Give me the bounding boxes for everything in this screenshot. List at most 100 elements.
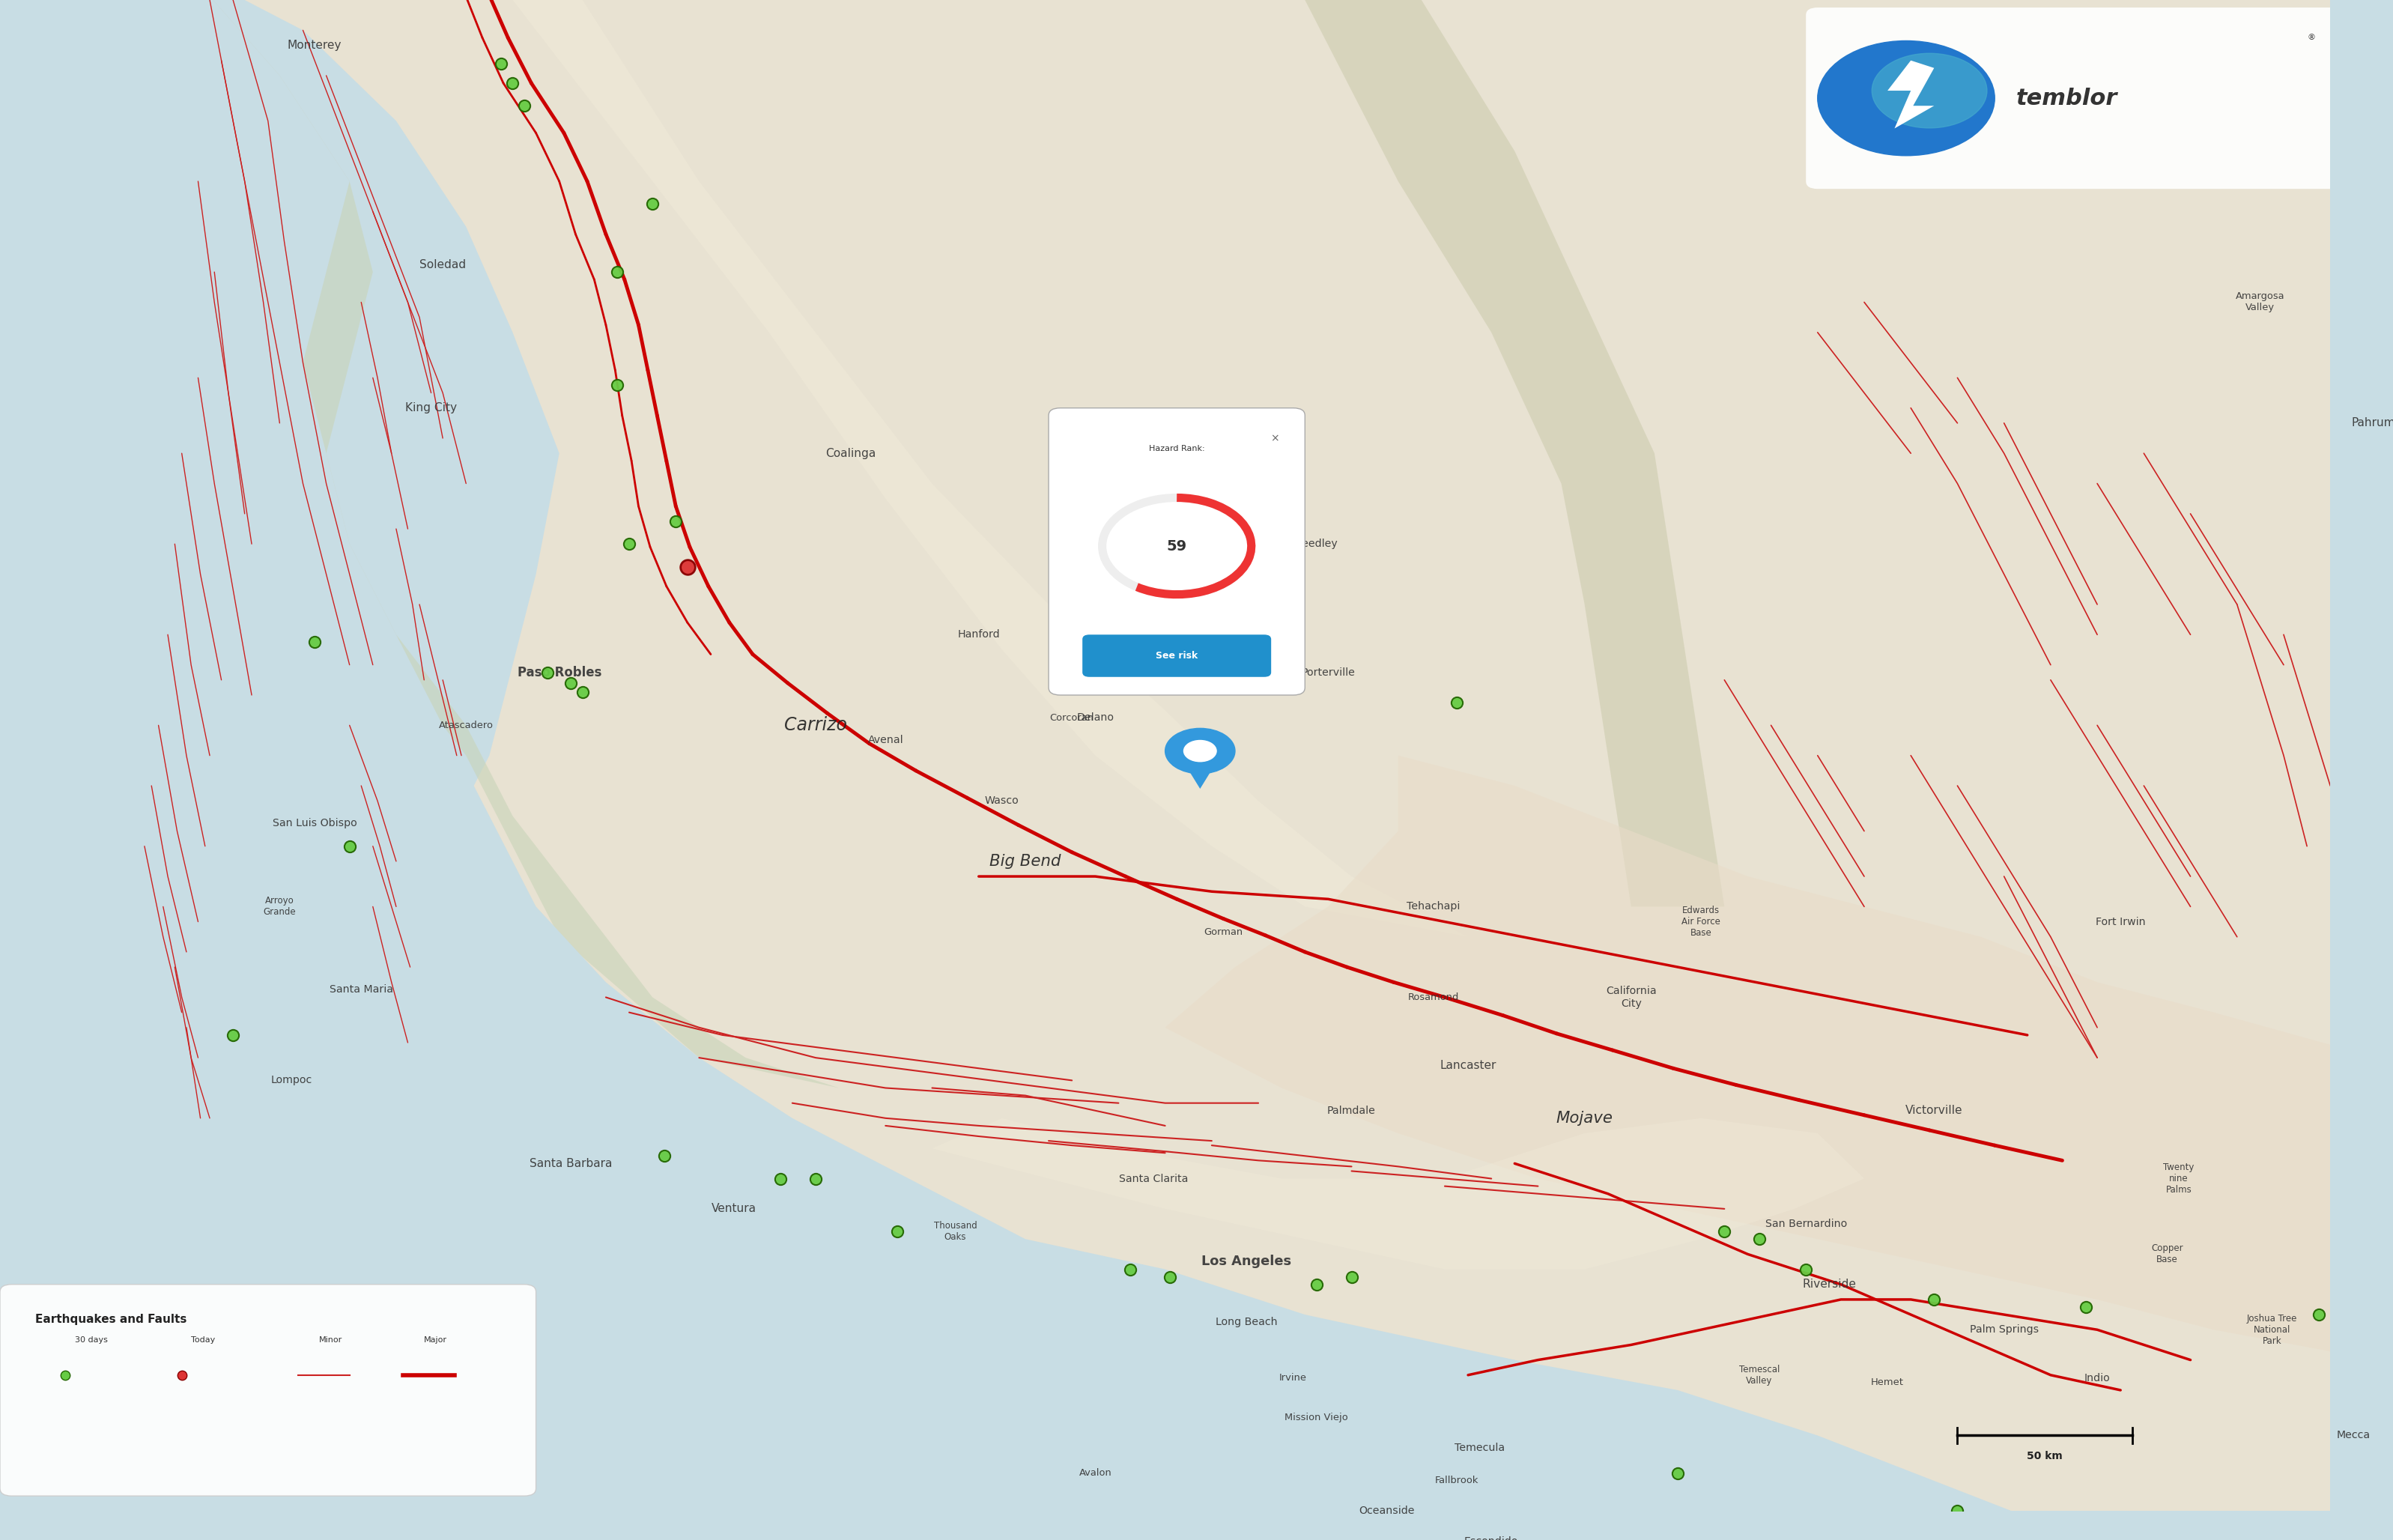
Text: Santa Barbara: Santa Barbara	[529, 1158, 613, 1169]
Text: Hazard Rank:: Hazard Rank:	[1149, 445, 1204, 453]
Polygon shape	[187, 0, 2393, 1540]
Polygon shape	[933, 1118, 1864, 1269]
Point	[761, 1166, 799, 1190]
Text: ×: ×	[1271, 433, 1278, 444]
Text: Copper
Base: Copper Base	[2151, 1244, 2182, 1264]
Text: ®: ®	[2307, 34, 2316, 42]
Text: Oceanside: Oceanside	[1359, 1506, 1414, 1517]
Point	[656, 510, 694, 534]
Text: King City: King City	[404, 402, 457, 414]
Text: Temescal
Valley: Temescal Valley	[1740, 1364, 1780, 1386]
Point	[45, 1363, 84, 1388]
Text: Big Bend: Big Bend	[991, 853, 1060, 869]
Point	[2068, 1295, 2106, 1320]
Text: temblor: temblor	[2015, 88, 2118, 109]
Text: Pahrump: Pahrump	[2352, 417, 2393, 428]
Text: Major: Major	[424, 1337, 447, 1344]
Text: Paso Robles: Paso Robles	[517, 665, 601, 679]
Point	[1333, 1264, 1371, 1289]
Point	[2264, 1529, 2302, 1540]
Point	[1438, 690, 1476, 715]
Point	[529, 661, 567, 685]
FancyBboxPatch shape	[0, 1284, 536, 1495]
Text: Twenty
nine
Palms: Twenty nine Palms	[2163, 1163, 2194, 1195]
Text: Mission Viejo: Mission Viejo	[1285, 1412, 1347, 1423]
Text: San Luis Obispo: San Luis Obispo	[273, 818, 357, 829]
Text: Atascadero: Atascadero	[438, 721, 493, 730]
Point	[2300, 1303, 2338, 1327]
Text: Gorman: Gorman	[1204, 927, 1242, 938]
Text: See risk: See risk	[1156, 651, 1199, 661]
Text: Long Beach: Long Beach	[1216, 1317, 1278, 1327]
Text: Delano: Delano	[1077, 713, 1115, 722]
Text: Rosamond: Rosamond	[1407, 992, 1460, 1003]
Text: Mecca: Mecca	[2336, 1431, 2371, 1441]
Text: 59: 59	[1168, 539, 1187, 553]
Point	[1110, 1257, 1149, 1281]
Text: Avalon: Avalon	[1079, 1469, 1113, 1478]
Text: Reedley: Reedley	[1295, 539, 1338, 550]
Point	[294, 630, 333, 654]
Text: Tulare: Tulare	[1149, 651, 1182, 662]
Point	[493, 71, 531, 95]
Point	[646, 1144, 684, 1169]
Text: Irvine: Irvine	[1280, 1374, 1307, 1383]
Point	[1914, 1287, 1953, 1312]
Text: Today: Today	[191, 1337, 215, 1344]
Text: California
City: California City	[1606, 986, 1656, 1009]
Point	[1658, 1461, 1697, 1486]
Point	[1740, 1227, 1778, 1252]
Point	[562, 679, 601, 704]
Text: Carrizo: Carrizo	[785, 716, 847, 735]
Text: Corcoran: Corcoran	[1051, 713, 1094, 722]
Polygon shape	[0, 0, 1515, 1511]
Text: Palm Springs: Palm Springs	[1969, 1324, 2039, 1335]
Point	[668, 554, 706, 579]
Text: Victorville: Victorville	[1905, 1106, 1962, 1116]
Text: Tehachapi: Tehachapi	[1407, 901, 1460, 912]
Polygon shape	[187, 0, 840, 1087]
Text: San Bernardino: San Bernardino	[1766, 1218, 1847, 1229]
Text: Palmdale: Palmdale	[1328, 1106, 1376, 1116]
Circle shape	[1819, 40, 1996, 156]
Text: Santa Clarita: Santa Clarita	[1120, 1173, 1187, 1184]
Point	[797, 1166, 835, 1190]
Polygon shape	[1304, 0, 1725, 907]
Circle shape	[1871, 54, 1986, 128]
Point	[878, 1220, 917, 1244]
Text: Hemet: Hemet	[1871, 1378, 1905, 1388]
Text: Indio: Indio	[2084, 1372, 2111, 1383]
Polygon shape	[512, 0, 1467, 936]
Point	[2336, 728, 2374, 753]
Point	[505, 94, 543, 119]
Circle shape	[1185, 741, 1216, 762]
Point	[1788, 1257, 1826, 1281]
Text: Monterey: Monterey	[287, 40, 342, 51]
Text: Escondido: Escondido	[1465, 1535, 1520, 1540]
FancyBboxPatch shape	[1807, 8, 2343, 189]
Point	[634, 191, 672, 216]
Text: Lompoc: Lompoc	[270, 1075, 311, 1086]
Text: Amargosa
Valley: Amargosa Valley	[2235, 291, 2285, 313]
Text: Coalinga: Coalinga	[826, 448, 876, 459]
FancyBboxPatch shape	[1048, 408, 1304, 695]
Text: Joshua Tree
National
Park: Joshua Tree National Park	[2247, 1314, 2297, 1346]
Point	[1151, 1264, 1189, 1289]
Point	[610, 531, 649, 556]
Text: Lancaster: Lancaster	[1441, 1060, 1496, 1070]
Polygon shape	[1165, 756, 2376, 1360]
Text: Edwards
Air Force
Base: Edwards Air Force Base	[1682, 906, 1721, 938]
Point	[1706, 1220, 1744, 1244]
Point	[163, 1363, 201, 1388]
Text: 30 days: 30 days	[74, 1337, 108, 1344]
Point	[481, 51, 519, 75]
Polygon shape	[1177, 752, 1223, 788]
Text: Riverside: Riverside	[1802, 1278, 1857, 1291]
Text: Temecula: Temecula	[1455, 1443, 1505, 1452]
Text: Earthquakes and Faults: Earthquakes and Faults	[36, 1314, 187, 1324]
Point	[1938, 1498, 1977, 1523]
Point	[598, 373, 637, 397]
Text: Minor: Minor	[318, 1337, 342, 1344]
Point	[213, 1023, 251, 1047]
Text: Thousand
Oaks: Thousand Oaks	[933, 1221, 976, 1241]
